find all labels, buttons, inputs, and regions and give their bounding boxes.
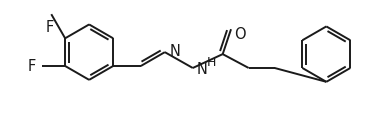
Text: O: O — [234, 27, 246, 42]
Text: F: F — [27, 58, 36, 74]
Text: N: N — [197, 62, 208, 77]
Text: N: N — [170, 44, 181, 59]
Text: H: H — [206, 56, 216, 69]
Text: F: F — [45, 20, 54, 35]
